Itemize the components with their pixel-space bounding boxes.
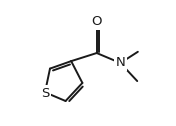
Text: S: S [41,87,49,100]
Text: O: O [92,15,102,28]
Text: N: N [115,56,125,70]
